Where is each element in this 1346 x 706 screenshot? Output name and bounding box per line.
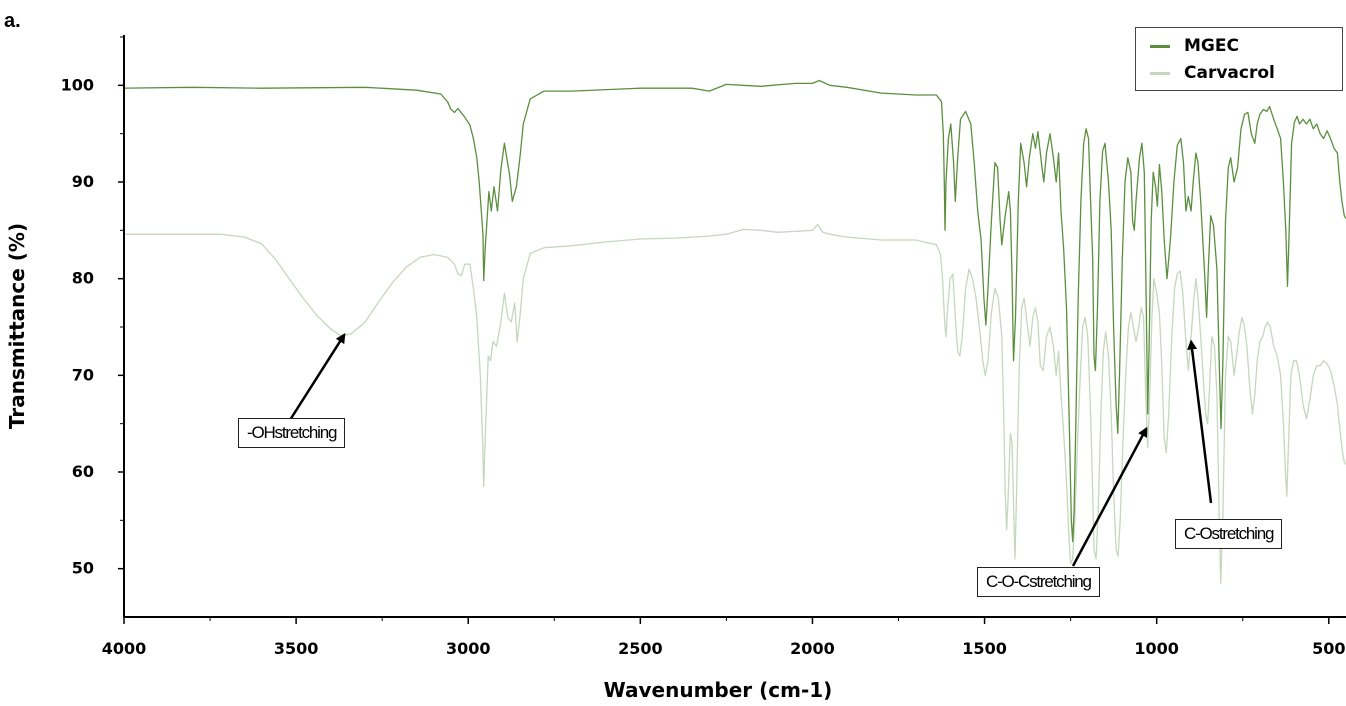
x-tick-label: 4000 (102, 639, 147, 658)
x-axis-label: Wavenumber (cm-1) (603, 678, 833, 702)
x-tick-label: 3500 (274, 639, 319, 658)
annotation-arrow (1071, 426, 1148, 567)
panel-label: a. (4, 10, 21, 32)
x-tick-label: 3000 (446, 639, 491, 658)
y-tick-label: 70 (72, 365, 94, 384)
series-line-mgec (123, 79, 1346, 543)
chart-legend: MGEC Carvacrol (1135, 27, 1343, 91)
legend-swatch-carvacrol (1150, 71, 1170, 75)
legend-item-carvacrol: Carvacrol (1150, 61, 1275, 85)
y-axis-label-wrap: Transmittance (%) (2, 0, 32, 706)
y-tick-label: 100 (61, 75, 94, 94)
y-tick-label: 80 (72, 269, 94, 288)
y-tick-label: 90 (72, 172, 94, 191)
x-tick-label: 1000 (1134, 639, 1179, 658)
x-tick-label: 2500 (618, 639, 663, 658)
x-tick-label: 2000 (790, 639, 835, 658)
legend-swatch-mgec (1150, 44, 1170, 48)
x-tick-label: 1500 (962, 639, 1007, 658)
x-tick-label: 500 (1312, 639, 1345, 658)
annotation-co-stretching: C-Ostretching (1175, 519, 1283, 549)
y-tick-label: 60 (72, 462, 94, 481)
annotation-coc-stretching: C-O-Cstretching (977, 567, 1100, 597)
annotation-arrow (288, 333, 346, 421)
annotation-arrow (1187, 339, 1213, 504)
legend-item-mgec: MGEC (1150, 34, 1239, 58)
annotation-oh-stretching: -OHstretching (238, 418, 346, 448)
legend-label-mgec: MGEC (1184, 36, 1239, 56)
legend-label-carvacrol: Carvacrol (1184, 63, 1275, 83)
y-axis-label: Transmittance (%) (5, 222, 29, 430)
series-line-carvacrol (124, 223, 1346, 584)
y-tick-label: 50 (72, 559, 94, 578)
